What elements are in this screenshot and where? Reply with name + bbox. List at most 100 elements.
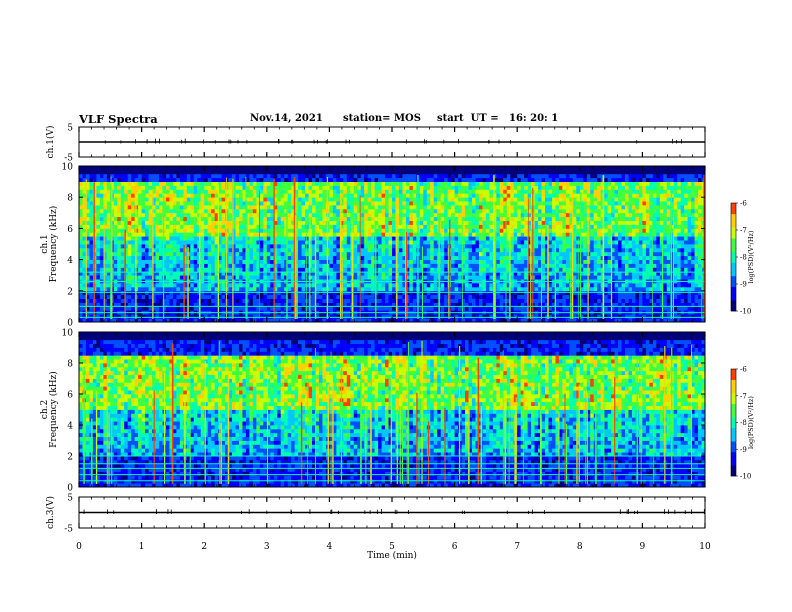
spectro-cell — [124, 173, 129, 179]
spectro-cell — [454, 212, 459, 218]
spectro-cell — [89, 275, 94, 280]
spectro-cell — [465, 228, 469, 233]
spectro-cell — [218, 208, 222, 214]
spectro-cell — [162, 298, 167, 303]
spectro-cell — [412, 169, 417, 175]
spectro-cell — [318, 286, 323, 292]
spectro-cell — [478, 275, 483, 280]
spectro-cell — [305, 201, 309, 206]
date-label: Nov.14, 2021 — [250, 113, 323, 124]
spectro-cell — [193, 294, 198, 299]
spectro-cell — [152, 294, 156, 299]
spectro-cell — [131, 169, 136, 175]
spectro-cell — [113, 263, 118, 268]
spectro-cell — [378, 290, 382, 296]
spectro-cell — [79, 275, 83, 280]
spectro-cell — [284, 224, 289, 229]
spectro-cell — [398, 232, 403, 237]
spectro-cell — [381, 255, 386, 260]
spectro-cell — [318, 283, 323, 288]
spectro-cell — [346, 247, 351, 253]
spectro-cell — [103, 302, 108, 307]
spectro-cell — [169, 259, 174, 264]
spectro-cell — [152, 298, 156, 303]
spectro-cell — [103, 197, 108, 202]
spectro-cell — [169, 286, 174, 292]
spectro-cell — [301, 263, 306, 268]
spectro-cell — [127, 267, 132, 272]
spectro-cell — [280, 189, 285, 194]
spectro-cell — [277, 201, 282, 206]
spectro-cell — [336, 298, 341, 303]
spectro-cell — [301, 247, 306, 253]
spectro-cell — [357, 267, 362, 272]
spectro-cell — [134, 294, 139, 299]
spectro-cell — [85, 197, 90, 202]
spectro-cell — [433, 244, 438, 249]
spectro-cell — [503, 318, 508, 323]
spectro-cell — [430, 173, 435, 179]
spectro-cell — [405, 185, 410, 190]
spectro-cell — [113, 283, 118, 288]
spectro-cell — [242, 201, 247, 206]
spectro-cell — [378, 306, 382, 311]
spectro-cell — [117, 201, 122, 206]
spectro-cell — [113, 212, 118, 218]
spectro-cell — [444, 283, 449, 288]
spectro-cell — [510, 247, 515, 253]
spectro-cell — [190, 294, 195, 299]
spectro-cell — [308, 212, 313, 218]
spectro-cell — [329, 177, 334, 182]
spectro-cell — [412, 275, 417, 280]
spectro-cell — [367, 232, 372, 237]
spectro-cell — [291, 286, 296, 292]
spectro-cell — [364, 208, 369, 214]
spectro-cell — [471, 275, 476, 280]
spectro-cell — [312, 166, 316, 171]
spectro-cell — [218, 197, 222, 202]
spectro-cell — [124, 208, 129, 214]
spectro-cell — [179, 290, 184, 296]
spectro-cell — [148, 224, 153, 229]
spectro-cell — [266, 166, 271, 171]
spectro-cell — [489, 228, 494, 233]
spectro-cell — [127, 181, 132, 186]
spectro-cell — [388, 205, 393, 210]
spectro-cell — [277, 263, 282, 268]
spectro-cell — [79, 181, 83, 186]
spectro-cell — [298, 197, 302, 202]
spectro-cell — [256, 267, 261, 272]
spectro-cell — [169, 189, 174, 194]
spectro-cell — [426, 208, 431, 214]
spectro-cell — [291, 306, 296, 311]
spectro-cell — [204, 189, 209, 194]
spectro-cell — [336, 232, 341, 237]
spectro-cell — [179, 298, 184, 303]
spectro-cell — [388, 263, 393, 268]
spectro-cell — [82, 302, 87, 307]
spectro-cell — [454, 189, 459, 194]
spectro-cell — [444, 220, 449, 225]
spectro-cell — [426, 236, 431, 241]
spectro-cell — [503, 185, 508, 190]
spectro-cell — [458, 232, 462, 237]
spectro-cell — [252, 232, 257, 237]
spectro-cell — [301, 208, 306, 214]
spectro-cell — [405, 212, 410, 218]
spectro-cell — [353, 263, 358, 268]
spectro-cell — [440, 314, 445, 319]
spectro-cell — [225, 275, 229, 280]
spectro-cell — [364, 185, 369, 190]
spectro-cell — [346, 314, 351, 319]
spectro-cell — [471, 193, 476, 198]
spectro-cell — [148, 166, 153, 171]
spectro-cell — [242, 197, 247, 202]
spectro-cell — [99, 251, 104, 257]
spectro-cell — [402, 193, 407, 198]
spectro-cell — [89, 251, 94, 257]
spectro-cell — [165, 173, 170, 179]
spectro-cell — [392, 247, 396, 253]
spectro-cell — [252, 166, 257, 171]
spectro-cell — [263, 185, 268, 190]
spectro-cell — [419, 181, 424, 186]
